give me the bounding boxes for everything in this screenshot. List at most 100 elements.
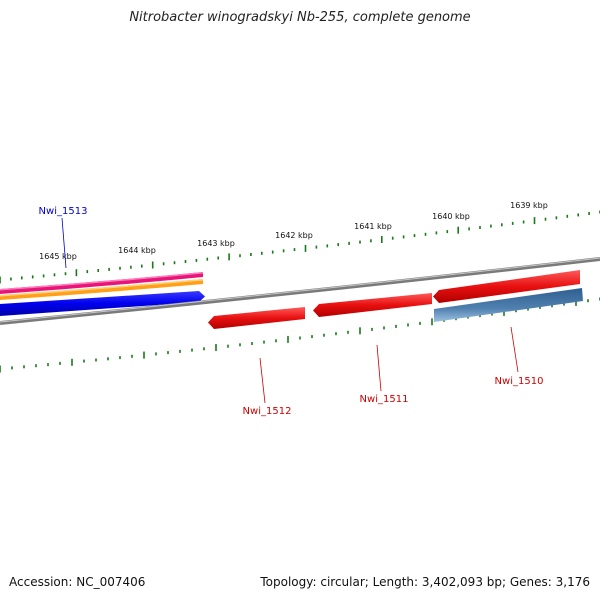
inner-scale-major-tick: [503, 308, 505, 316]
outer-scale-minor-tick: [348, 241, 350, 245]
leader-nwi-1513: [61, 217, 67, 269]
inner-scale-minor-tick: [587, 299, 589, 303]
outer-scale-minor-tick: [402, 235, 405, 239]
outer-scale-minor-tick: [206, 257, 209, 261]
outer-scale-minor-tick: [479, 226, 481, 229]
inner-scale-minor-tick: [227, 344, 229, 348]
inner-scale-major-tick: [575, 298, 577, 306]
inner-scale-minor-tick: [107, 357, 109, 361]
map-title: Nitrobacter winogradskyi Nb-255, complet…: [129, 10, 471, 25]
inner-scale-minor-tick: [155, 352, 157, 356]
inner-scale-minor-tick: [311, 335, 313, 339]
outer-scale-minor-tick: [162, 262, 165, 266]
outer-scale-minor-tick: [511, 221, 514, 225]
pink-feature-track-highlight: [0, 272, 203, 291]
scale-label-1641: 1641 kbp: [354, 222, 392, 231]
inner-scale-minor-tick: [323, 333, 325, 337]
gene-label-nwi-1513[interactable]: Nwi_1513: [39, 206, 88, 217]
inner-scale-major-tick: [287, 335, 289, 343]
outer-scale-minor-tick: [108, 267, 110, 271]
outer-scale-minor-tick: [315, 245, 318, 249]
inner-scale-minor-tick: [251, 342, 253, 345]
inner-scale-major-tick: [71, 358, 73, 366]
gene-labels: Nwi_1513 Nwi_1512 Nwi_1511 Nwi_1510: [39, 206, 544, 417]
outer-scale-major-tick: [304, 244, 307, 252]
inner-scale-ticks: [0, 297, 600, 373]
outer-scale-minor-tick: [577, 213, 579, 217]
genome-summary-text: Topology: circular; Length: 3,402,093 bp…: [260, 575, 590, 589]
inner-scale-minor-tick: [347, 330, 349, 334]
outer-scale-minor-tick: [359, 240, 361, 244]
inner-scale-minor-tick: [275, 339, 277, 343]
outer-scale-minor-tick: [326, 244, 329, 248]
leader-nwi-1510: [510, 326, 519, 373]
outer-scale-minor-tick: [184, 260, 187, 263]
gene-nwi-1510[interactable]: [434, 288, 583, 322]
outer-scale-minor-tick: [271, 250, 274, 254]
inner-scale-minor-tick: [515, 309, 517, 313]
outer-scale-minor-tick: [130, 265, 132, 269]
inner-scale-minor-tick: [191, 348, 193, 352]
leader-nwi-1512: [259, 357, 266, 404]
gene-nwi-1510-upper[interactable]: [433, 270, 580, 303]
scale-label-1640: 1640 kbp: [432, 212, 470, 221]
inner-scale-minor-tick: [491, 312, 493, 316]
scale-labels: 1645 kbp 1644 kbp 1643 kbp 1642 kbp 1641…: [39, 201, 548, 261]
outer-scale-minor-tick: [293, 248, 296, 252]
outer-scale-minor-tick: [544, 217, 547, 221]
inner-scale-minor-tick: [11, 366, 13, 370]
genome-backbone: [0, 257, 600, 325]
outer-scale-minor-tick: [64, 272, 67, 276]
inner-scale-minor-tick: [239, 343, 241, 347]
inner-scale-minor-tick: [335, 332, 337, 336]
outer-scale-minor-tick: [42, 274, 45, 278]
inner-scale-minor-tick: [479, 314, 481, 318]
outer-scale-minor-tick: [97, 269, 99, 272]
inner-scale-minor-tick: [119, 356, 121, 360]
inner-scale-minor-tick: [551, 304, 553, 308]
outer-scale-minor-tick: [522, 220, 525, 224]
outer-scale-minor-tick: [490, 224, 492, 228]
genome-backbone-highlight: [0, 257, 600, 323]
outer-scale-minor-tick: [555, 216, 558, 220]
gene-label-nwi-1512[interactable]: Nwi_1512: [243, 406, 292, 417]
gene-nwi-1513[interactable]: [0, 291, 205, 316]
inner-scale-minor-tick: [527, 307, 529, 311]
outer-scale-minor-tick: [446, 230, 449, 234]
inner-scale-minor-tick: [95, 358, 97, 362]
inner-scale-minor-tick: [35, 364, 37, 368]
inner-scale-minor-tick: [131, 354, 133, 358]
outer-scale-minor-tick: [195, 258, 198, 262]
outer-scale-minor-tick: [31, 275, 34, 279]
inner-scale-minor-tick: [407, 323, 409, 327]
inner-scale-major-tick: [215, 344, 217, 351]
gene-label-leaders: [61, 217, 519, 404]
scale-label-1645: 1645 kbp: [39, 252, 77, 261]
gene-nwi-1511[interactable]: [313, 293, 432, 317]
outer-scale-major-tick: [75, 269, 78, 277]
gene-label-nwi-1510[interactable]: Nwi_1510: [495, 376, 544, 387]
inner-scale-major-tick: [143, 351, 145, 359]
gene-label-nwi-1511[interactable]: Nwi_1511: [360, 394, 409, 405]
outer-scale-major-tick: [0, 276, 1, 284]
outer-scale-minor-tick: [566, 214, 569, 218]
inner-scale-minor-tick: [83, 359, 85, 363]
inner-scale-minor-tick: [179, 349, 181, 353]
outer-scale-major-tick: [381, 236, 383, 243]
inner-scale-minor-tick: [299, 336, 301, 340]
outer-scale-minor-tick: [119, 266, 121, 270]
inner-scale-minor-tick: [539, 305, 541, 309]
outer-scale-minor-tick: [53, 273, 56, 277]
inner-scale-minor-tick: [167, 351, 169, 355]
leader-nwi-1511: [376, 344, 382, 392]
outer-scale-minor-tick: [21, 276, 23, 280]
outer-scale-minor-tick: [501, 223, 503, 227]
inner-scale-major-tick: [431, 318, 433, 326]
outer-scale-major-tick: [151, 261, 154, 269]
outer-scale-minor-tick: [435, 231, 438, 235]
gene-nwi-1512[interactable]: [208, 307, 305, 329]
inner-scale-minor-tick: [23, 365, 25, 369]
scale-label-1644: 1644 kbp: [118, 246, 156, 255]
outer-scale-minor-tick: [217, 256, 219, 260]
